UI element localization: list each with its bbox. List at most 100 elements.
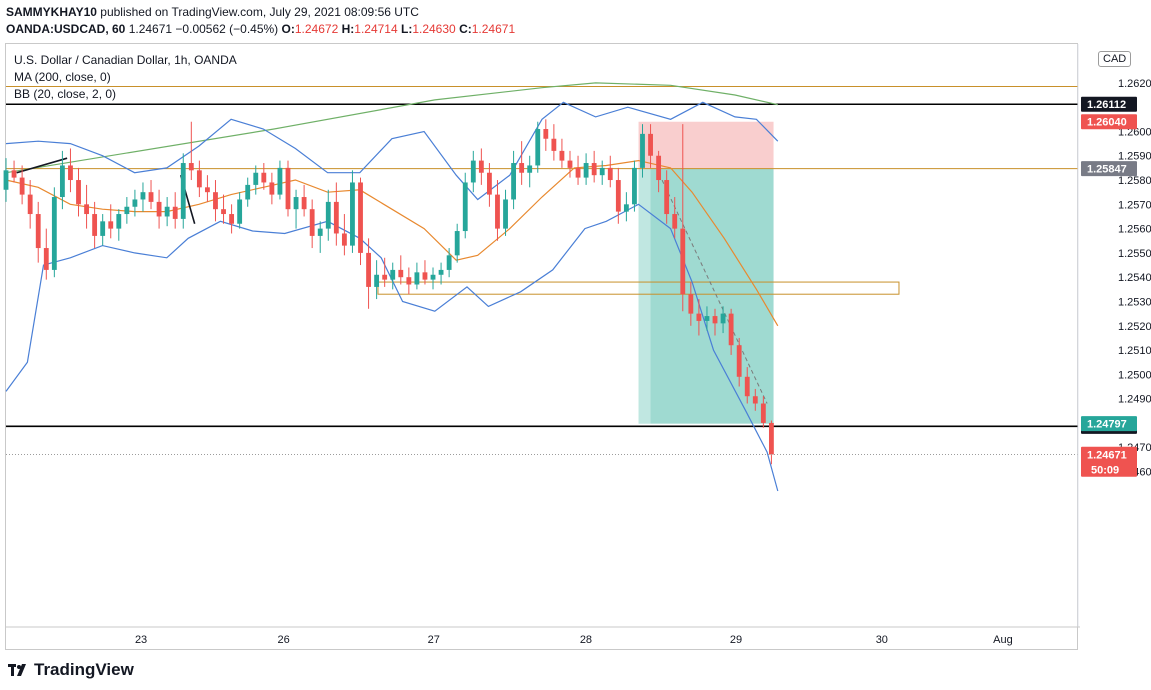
candle-body (269, 182, 275, 195)
candle-body (414, 272, 420, 285)
candle-body (164, 206, 170, 217)
candle-body (607, 167, 613, 181)
tradingview-logo[interactable]: TradingView (8, 660, 134, 680)
candle-body (744, 376, 750, 397)
candle-body (325, 201, 331, 229)
candle-body (486, 172, 492, 195)
high-label: H: (341, 22, 355, 36)
ma200-line (5, 82, 778, 174)
candle-body (591, 163, 597, 176)
candle-body (221, 209, 226, 215)
candle-body (293, 197, 299, 210)
low-label: L: (401, 22, 413, 36)
support-zone-box (377, 281, 900, 295)
candle-body (503, 199, 508, 229)
y-tick-label: 1.25100 (1118, 345, 1151, 357)
currency-badge[interactable]: CAD (1098, 51, 1132, 67)
candle-body (535, 129, 541, 166)
candle-body (688, 294, 694, 314)
candle-body (736, 345, 742, 377)
x-tick-label: 29 (730, 634, 742, 646)
x-tick-label: 28 (580, 634, 592, 646)
close-value: 1.24671 (471, 22, 516, 36)
y-tick-label: 1.25000 (1118, 369, 1151, 381)
candle-body (3, 170, 9, 190)
candle-body (446, 255, 452, 270)
candle-body (124, 206, 130, 215)
stop-price-tag-bg (1081, 114, 1137, 130)
candle-body (108, 221, 114, 229)
y-tick-label: 1.25600 (1118, 224, 1151, 236)
candle-body (27, 194, 33, 215)
candle-body (728, 313, 734, 346)
y-tick-label: 1.25400 (1118, 272, 1151, 284)
candle-body (213, 192, 218, 210)
level-tag-2-bg (1081, 161, 1137, 177)
take-profit-zone (638, 168, 774, 424)
candle-body (495, 194, 500, 229)
candle-body (406, 277, 412, 285)
candle-body (470, 160, 476, 183)
y-tick-label: 1.25200 (1118, 321, 1151, 333)
candle-body (140, 192, 146, 200)
price-change: −0.00562 (−0.45%) (175, 22, 279, 36)
candle-body (632, 167, 637, 205)
bb-upper-band (5, 101, 779, 201)
candle-body (543, 129, 549, 139)
candle-body (188, 163, 194, 171)
x-tick-label: 30 (876, 634, 888, 646)
candle-body (720, 313, 726, 324)
ma-legend[interactable]: MA (200, close, 0) (14, 70, 111, 84)
open-value: 1.24672 (294, 22, 339, 36)
candle-body (180, 163, 186, 219)
stop-price-tag-text: 1.26040 (1087, 117, 1127, 129)
candle-body (648, 133, 653, 156)
y-tick-label: 1.25900 (1118, 151, 1151, 163)
candle-body (398, 269, 404, 278)
candle-body (237, 199, 243, 224)
candle-body (11, 170, 17, 178)
candle-body (583, 163, 589, 178)
candle-body (100, 221, 106, 236)
publish-text: published on TradingView.com, July 29, 2… (100, 5, 419, 19)
candle-body (358, 182, 363, 253)
stop-loss-zone (638, 121, 774, 169)
level-tag-1-text: 1.26112 (1087, 99, 1126, 111)
candle-body (438, 269, 444, 275)
close-label: C: (459, 22, 472, 36)
candle-body (301, 197, 307, 210)
projection-line (661, 179, 768, 404)
tradingview-logo-icon (8, 663, 26, 676)
candle-body (430, 274, 436, 280)
candle-body (696, 313, 702, 321)
candle-body (656, 155, 662, 181)
candle-body (511, 163, 517, 200)
candle-body (196, 170, 202, 188)
stop-price-tag: 1.26040 (1081, 114, 1137, 130)
candle-body (527, 165, 533, 173)
candle-body (51, 197, 57, 270)
current-price-tag-text: 1.24671 (1087, 449, 1127, 461)
level-tag-2-text: 1.25847 (1087, 164, 1127, 176)
candle-body (374, 274, 380, 287)
candle-body (261, 172, 267, 183)
candle-body (285, 167, 291, 210)
candle-body (277, 167, 283, 195)
candle-body (317, 228, 323, 236)
candle-body (680, 228, 686, 295)
x-tick-label: 27 (428, 634, 440, 646)
author-name[interactable]: SAMMYKHAY10 (6, 5, 97, 19)
chart-title: U.S. Dollar / Canadian Dollar, 1h, OANDA (14, 53, 237, 67)
candle-body (43, 248, 49, 270)
candle-body (84, 204, 89, 215)
candle-body (59, 165, 65, 198)
candle-body (422, 272, 428, 280)
candle-body (172, 206, 178, 219)
candle-body (333, 201, 339, 234)
bb-legend[interactable]: BB (20, close, 2, 0) (14, 87, 117, 101)
candle-body (253, 172, 259, 185)
trendline-a (16, 157, 68, 174)
y-tick-label: 1.25500 (1118, 248, 1151, 260)
x-tick-label: 26 (278, 634, 290, 646)
